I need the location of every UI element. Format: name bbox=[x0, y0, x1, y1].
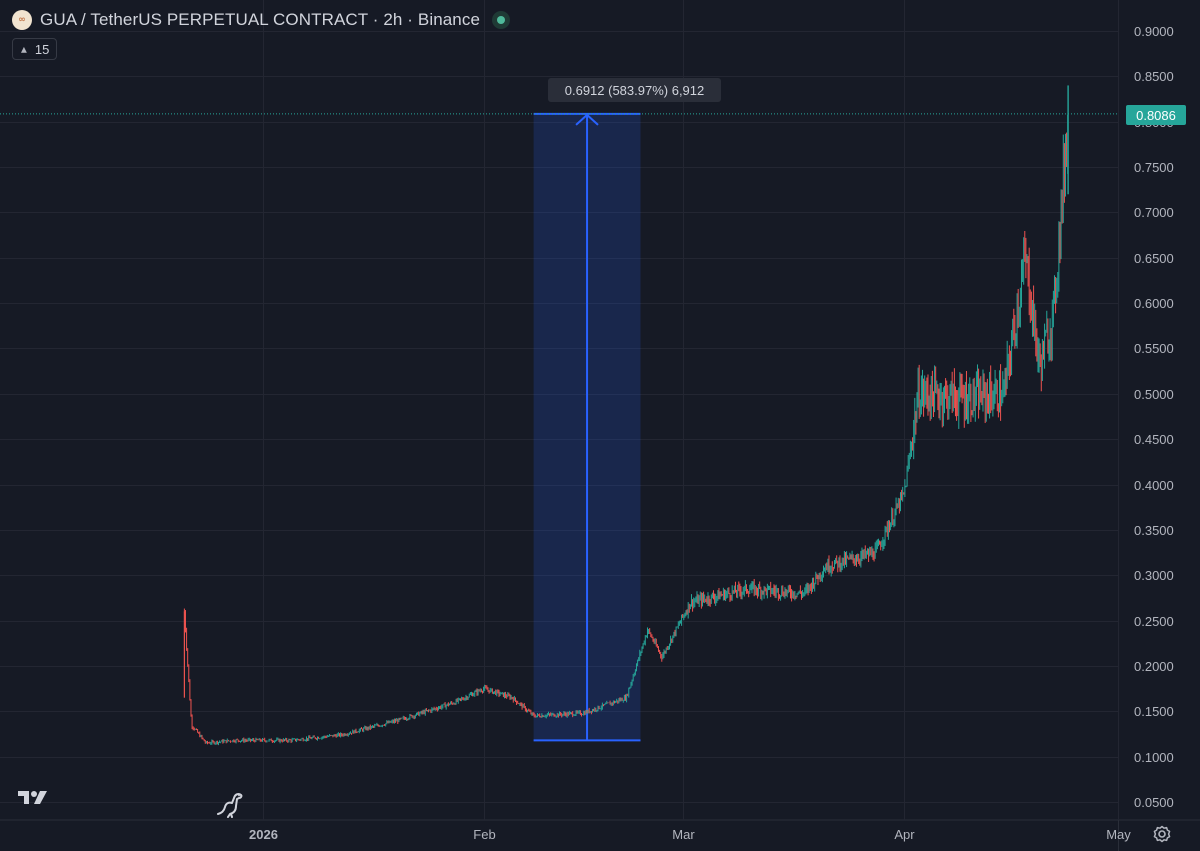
gua-coin-icon: ∞ bbox=[12, 10, 32, 30]
last-price-tag: 0.8086 bbox=[1126, 105, 1186, 125]
y-tick-label: 0.6000 bbox=[1134, 296, 1174, 311]
last-price-tag-text: 0.8086 bbox=[1136, 108, 1176, 123]
y-tick-label: 0.4500 bbox=[1134, 432, 1174, 447]
x-tick-label: May bbox=[1106, 827, 1131, 842]
measure-label: 0.6912 (583.97%) 6,912 bbox=[548, 78, 721, 102]
y-tick-label: 0.8500 bbox=[1134, 69, 1174, 84]
market-open-dot-icon[interactable] bbox=[492, 11, 511, 29]
y-tick-label: 0.0500 bbox=[1134, 795, 1174, 810]
last-price-tag-box bbox=[1126, 105, 1186, 125]
x-tick-label: Feb bbox=[473, 827, 495, 842]
measure-label-box bbox=[548, 78, 721, 102]
dinosaur-icon bbox=[217, 793, 243, 818]
y-tick-label: 0.5000 bbox=[1134, 387, 1174, 402]
tradingview-logo-icon[interactable] bbox=[16, 786, 50, 806]
x-tick-label: 2026 bbox=[249, 827, 278, 842]
y-tick-label: 0.1000 bbox=[1134, 750, 1174, 765]
y-tick-label: 0.2500 bbox=[1134, 614, 1174, 629]
y-tick-label: 0.5500 bbox=[1134, 341, 1174, 356]
x-tick-label: Apr bbox=[894, 827, 915, 842]
y-tick-label: 0.6500 bbox=[1134, 251, 1174, 266]
y-tick-label: 0.7500 bbox=[1134, 160, 1174, 175]
chart-header: ∞ GUA / TetherUS PERPETUAL CONTRACT · 2h… bbox=[12, 8, 511, 32]
gear-icon[interactable] bbox=[1152, 824, 1172, 844]
indicator-count: 15 bbox=[34, 41, 50, 57]
y-tick-label: 0.9000 bbox=[1134, 24, 1174, 39]
y-tick-label: 0.3500 bbox=[1134, 523, 1174, 538]
chevron-up-icon: ▼ bbox=[19, 43, 29, 55]
candles bbox=[183, 85, 1069, 746]
y-tick-label: 0.4000 bbox=[1134, 478, 1174, 493]
measure-label-text: 0.6912 (583.97%) 6,912 bbox=[565, 83, 705, 98]
measure-tool[interactable] bbox=[533, 112, 641, 742]
symbol-title[interactable]: GUA / TetherUS PERPETUAL CONTRACT · 2h ·… bbox=[40, 10, 481, 29]
y-tick-label: 0.7000 bbox=[1134, 205, 1174, 220]
y-tick-label: 0.3000 bbox=[1134, 568, 1174, 583]
measure-arrow-icon bbox=[575, 113, 599, 126]
time-axis[interactable]: 2026 Feb Mar Apr May bbox=[249, 827, 1131, 842]
price-axis[interactable]: 0.0500 0.1000 0.1500 0.2000 0.2500 0.3000 0.35… bbox=[1134, 24, 1174, 810]
y-tick-label: 0.2000 bbox=[1134, 659, 1174, 674]
y-tick-label: 0.1500 bbox=[1134, 704, 1174, 719]
indicator-toggle[interactable]: ▼ 15 bbox=[12, 38, 58, 60]
x-tick-label: Mar bbox=[672, 827, 695, 842]
